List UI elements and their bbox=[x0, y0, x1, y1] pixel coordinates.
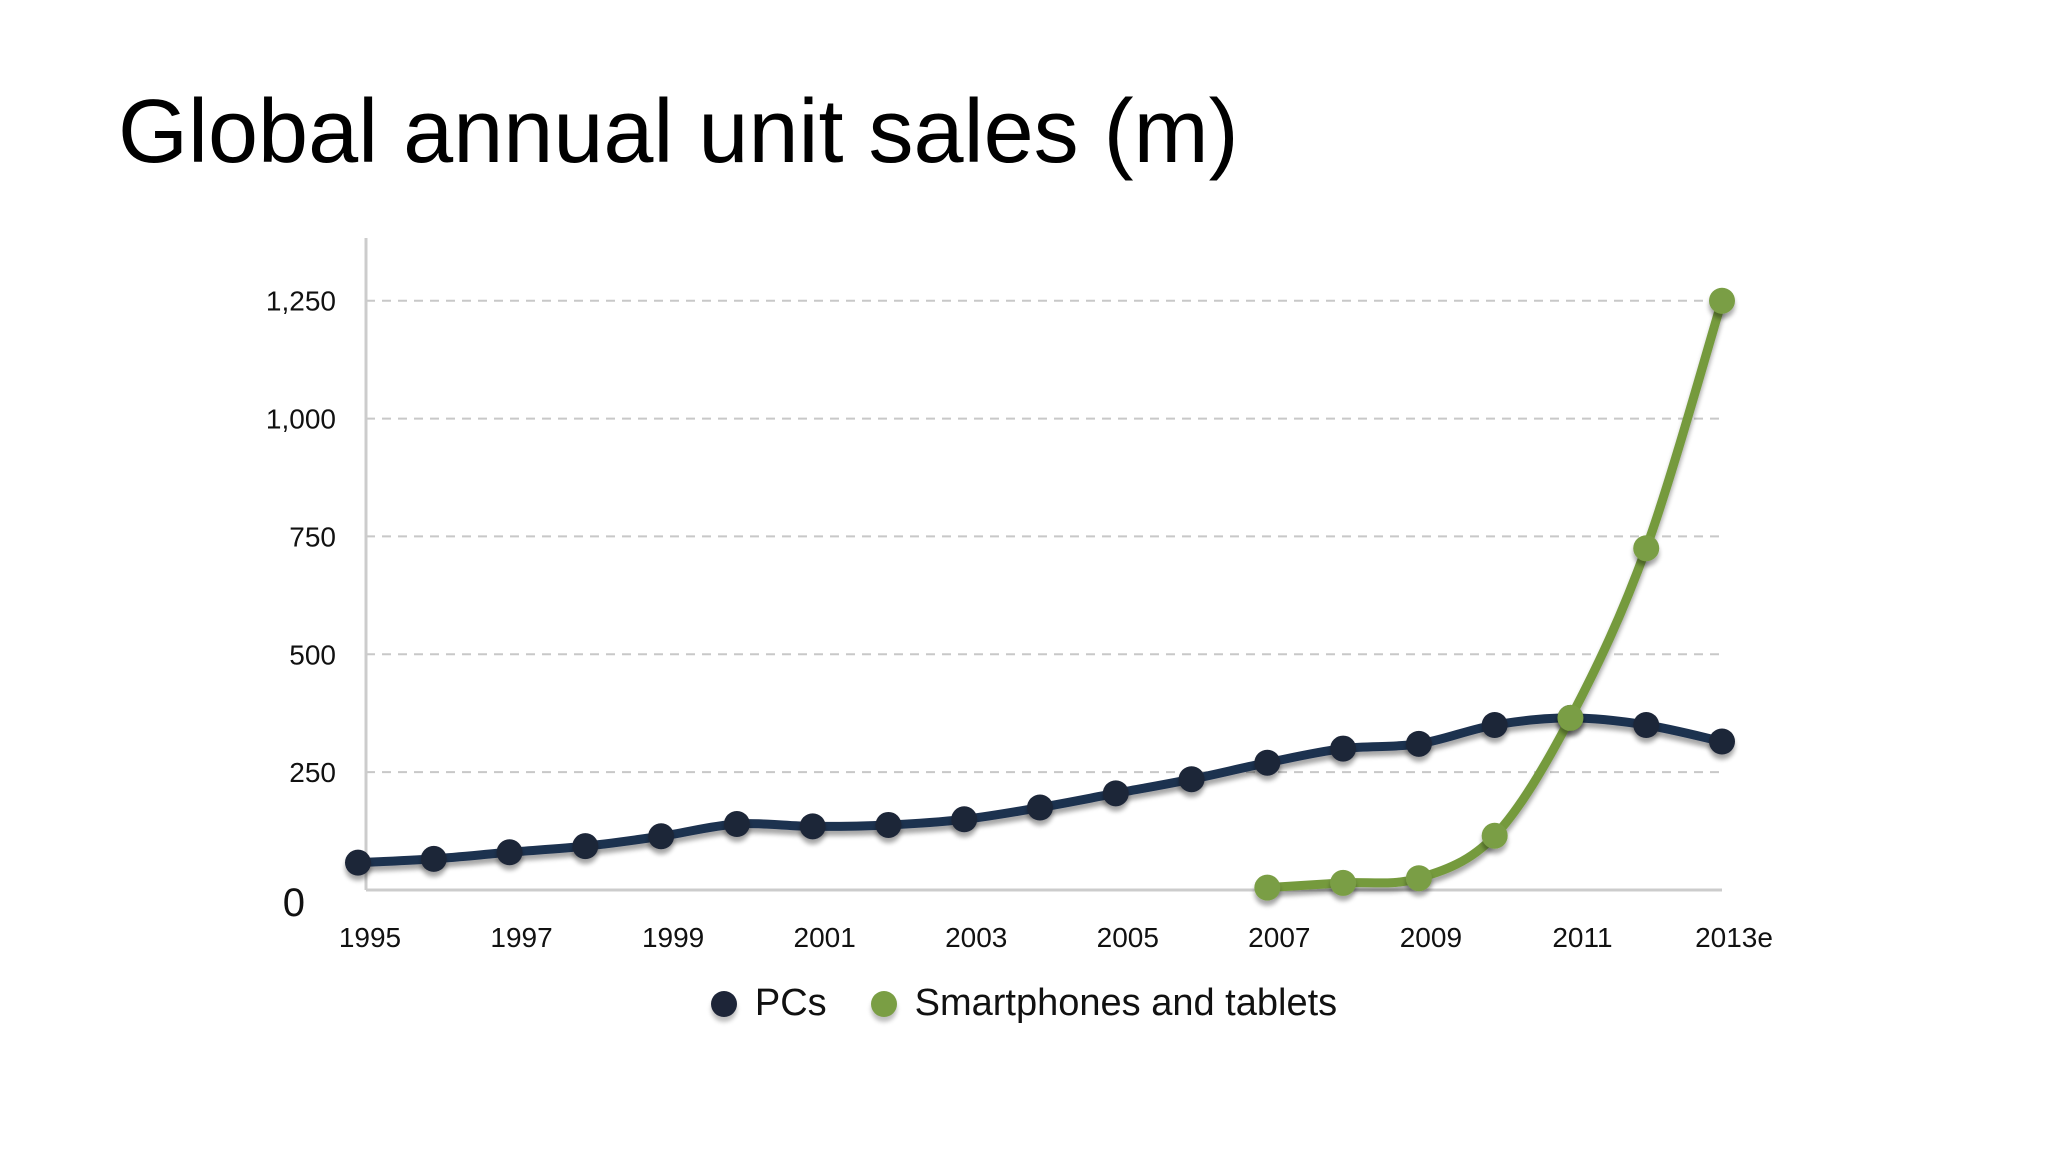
data-point-smart bbox=[1330, 869, 1357, 896]
data-point-pcs bbox=[1709, 728, 1735, 755]
series-smart bbox=[1254, 287, 1735, 901]
x-tick-label: 2011 bbox=[1552, 922, 1612, 953]
legend-label-smartphones: Smartphones and tablets bbox=[914, 982, 1338, 1024]
x-tick-label: 1995 bbox=[339, 922, 401, 953]
series-pcs bbox=[345, 704, 1735, 876]
axes bbox=[364, 238, 1722, 892]
y-tick-label: 1,000 bbox=[266, 404, 336, 435]
tick-labels: 0 250 500 750 1,000 1,250 1995 1997 1999 2001 2003… bbox=[266, 286, 1773, 953]
data-point-pcs bbox=[1178, 766, 1205, 793]
legend-marker-smartphones bbox=[870, 990, 897, 1017]
series-line-smart bbox=[1262, 296, 1727, 893]
data-point-pcs bbox=[648, 823, 675, 850]
data-point-pcs bbox=[875, 811, 902, 838]
legend-marker-pcs bbox=[710, 990, 737, 1017]
data-point-pcs bbox=[951, 806, 978, 833]
data-point-smart bbox=[1481, 822, 1508, 849]
x-tick-label: 2009 bbox=[1400, 922, 1462, 953]
data-point-pcs bbox=[345, 849, 371, 876]
data-point-pcs bbox=[1633, 712, 1660, 738]
y-tick-label: 500 bbox=[289, 639, 336, 670]
data-point-pcs bbox=[1481, 712, 1508, 738]
y-tick-label: 1,250 bbox=[266, 286, 336, 317]
x-tick-label: 2005 bbox=[1097, 922, 1159, 953]
data-point-pcs bbox=[1254, 749, 1281, 776]
data-point-pcs bbox=[1027, 794, 1053, 821]
data-point-smart bbox=[1254, 874, 1281, 901]
legend-item-pcs: PCs bbox=[710, 982, 827, 1025]
data-point-pcs bbox=[1405, 730, 1432, 757]
x-tick-label: 2001 bbox=[794, 922, 856, 953]
y-tick-label: 0 bbox=[283, 881, 305, 925]
data-point-pcs bbox=[420, 845, 447, 872]
series bbox=[345, 287, 1735, 901]
data-point-pcs bbox=[572, 833, 599, 860]
page-title: Global annual unit sales (m) bbox=[118, 82, 1239, 182]
series-line-pcs bbox=[353, 713, 1727, 868]
data-point-pcs bbox=[799, 813, 826, 840]
x-tick-label: 1997 bbox=[490, 922, 552, 953]
x-tick-label: 2013e bbox=[1695, 922, 1773, 953]
y-tick-label: 250 bbox=[289, 757, 336, 788]
legend: PCs Smartphones and tablets bbox=[0, 982, 2048, 1025]
x-tick-label: 1999 bbox=[642, 922, 704, 953]
y-tick-label: 750 bbox=[289, 521, 336, 552]
legend-label-pcs: PCs bbox=[754, 982, 827, 1024]
grid-lines bbox=[366, 299, 1722, 774]
data-point-smart bbox=[1633, 535, 1660, 562]
legend-item-smartphones: Smartphones and tablets bbox=[870, 982, 1338, 1025]
x-tick-label: 2007 bbox=[1248, 922, 1310, 953]
x-tick-label: 2003 bbox=[945, 922, 1007, 953]
data-point-pcs bbox=[1330, 735, 1357, 762]
data-point-smart bbox=[1709, 287, 1735, 314]
data-point-pcs bbox=[1102, 780, 1129, 807]
data-point-smart bbox=[1405, 865, 1432, 892]
data-point-pcs bbox=[496, 839, 523, 866]
data-point-smart bbox=[1557, 704, 1584, 731]
data-point-pcs bbox=[723, 811, 750, 837]
